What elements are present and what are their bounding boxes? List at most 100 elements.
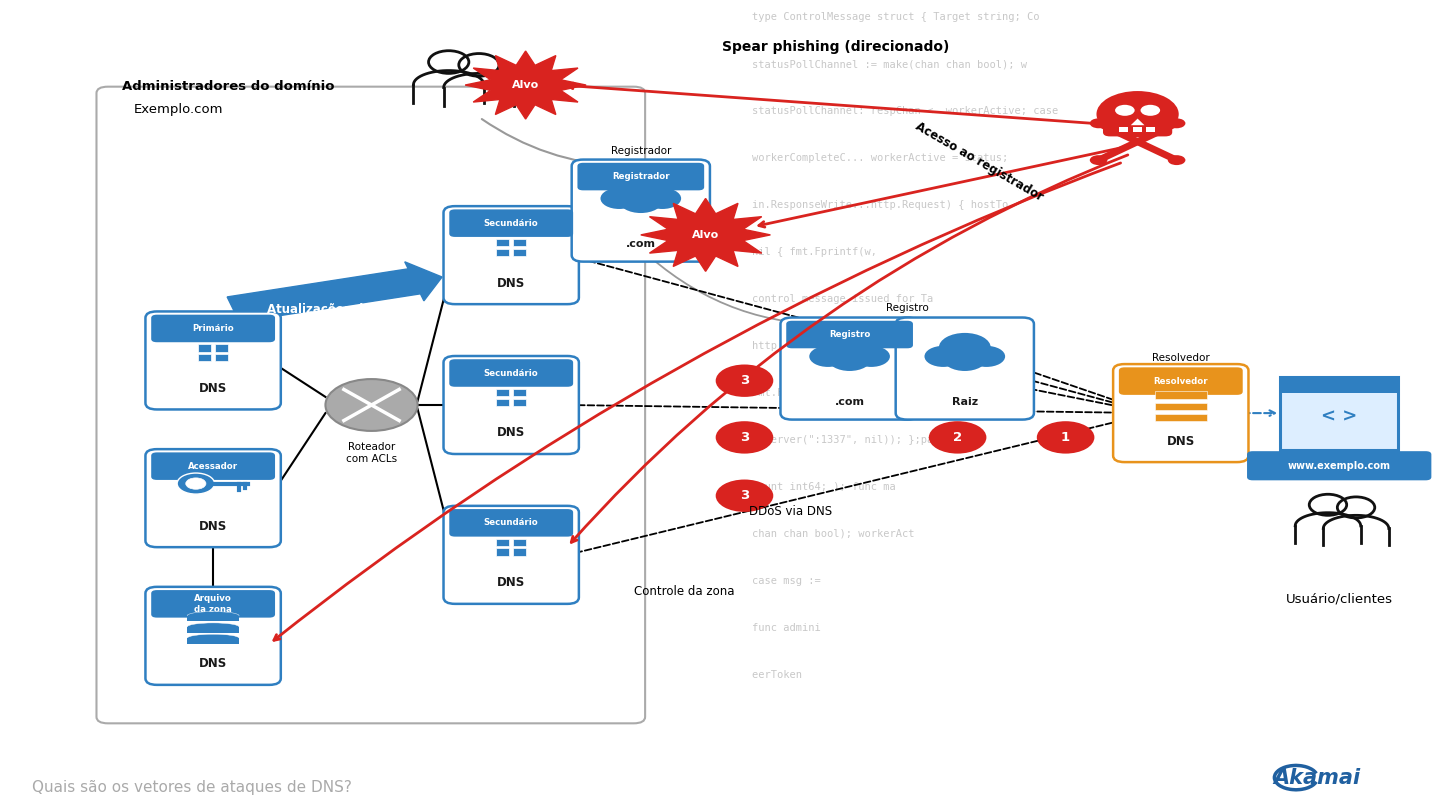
FancyBboxPatch shape	[1103, 116, 1172, 136]
Ellipse shape	[187, 612, 239, 620]
Text: Acessador: Acessador	[189, 462, 238, 471]
FancyBboxPatch shape	[577, 163, 704, 190]
Bar	[495, 389, 510, 396]
Bar	[514, 389, 527, 396]
Text: Roteador
com ACLs: Roteador com ACLs	[346, 442, 397, 464]
Text: control message issued for Ta: control message issued for Ta	[727, 294, 933, 304]
FancyBboxPatch shape	[1247, 451, 1431, 480]
Text: fmt.Fprint(w, "ACTIVE": fmt.Fprint(w, "ACTIVE"	[727, 388, 890, 398]
Bar	[216, 354, 228, 361]
FancyBboxPatch shape	[145, 311, 281, 410]
Bar	[1280, 377, 1398, 393]
Polygon shape	[641, 198, 770, 271]
Text: www.exemplo.com: www.exemplo.com	[1287, 461, 1391, 471]
Bar	[495, 548, 510, 556]
Text: Spear phishing (direcionado): Spear phishing (direcionado)	[721, 40, 949, 54]
Text: eerToken: eerToken	[727, 670, 802, 680]
Bar	[197, 344, 210, 352]
Text: in.ResponseWrite...http.Request) { hostTo: in.ResponseWrite...http.Request) { hostT…	[727, 200, 1008, 210]
Text: Secundário: Secundário	[484, 219, 539, 228]
Bar	[187, 638, 239, 644]
FancyBboxPatch shape	[151, 452, 275, 480]
Text: statusPollChannel := make(chan chan bool); w: statusPollChannel := make(chan chan bool…	[727, 59, 1027, 69]
Bar	[1155, 414, 1207, 421]
FancyBboxPatch shape	[444, 356, 579, 454]
FancyBboxPatch shape	[1119, 368, 1243, 395]
Circle shape	[852, 346, 890, 367]
Bar	[514, 539, 527, 546]
Circle shape	[824, 333, 876, 362]
Text: chan chan bool); workerAct: chan chan bool); workerAct	[727, 529, 914, 539]
Text: Quais são os vetores de ataques de DNS?: Quais são os vetores de ataques de DNS?	[32, 780, 351, 795]
Circle shape	[1168, 156, 1185, 165]
Text: 3: 3	[740, 374, 749, 387]
Circle shape	[968, 346, 1005, 367]
Circle shape	[828, 347, 871, 371]
Bar	[514, 249, 527, 256]
Circle shape	[716, 480, 773, 512]
Circle shape	[644, 188, 681, 209]
FancyBboxPatch shape	[449, 509, 573, 537]
Circle shape	[716, 364, 773, 397]
Text: Registrador: Registrador	[612, 172, 670, 181]
Circle shape	[924, 346, 962, 367]
Text: < >: < >	[1320, 407, 1358, 425]
Bar	[495, 399, 510, 406]
Bar	[187, 627, 239, 633]
Text: statusPollChannel: respChan <- workerActive; case: statusPollChannel: respChan <- workerAct…	[727, 106, 1058, 116]
Circle shape	[1140, 104, 1161, 116]
Text: Acesso ao registrador: Acesso ao registrador	[913, 120, 1045, 204]
Text: func admini: func admini	[727, 623, 821, 633]
FancyBboxPatch shape	[151, 590, 275, 617]
Circle shape	[809, 346, 847, 367]
Bar	[1133, 127, 1142, 132]
Text: Administradores do domínio: Administradores do domínio	[122, 80, 336, 93]
Text: DDoS via DNS: DDoS via DNS	[749, 505, 832, 518]
Text: DNS: DNS	[199, 382, 228, 394]
Circle shape	[716, 421, 773, 454]
Bar	[1155, 403, 1207, 410]
FancyBboxPatch shape	[145, 586, 281, 685]
Text: DNS: DNS	[497, 576, 526, 590]
FancyBboxPatch shape	[444, 206, 579, 304]
Text: 2: 2	[953, 431, 962, 444]
Text: Controle da zona: Controle da zona	[634, 585, 734, 598]
Ellipse shape	[187, 623, 239, 631]
Text: 1: 1	[1061, 431, 1070, 444]
Text: 3: 3	[740, 489, 749, 502]
Text: type ControlMessage struct { Target string; Co: type ControlMessage struct { Target stri…	[727, 12, 1040, 22]
Text: Alvo: Alvo	[693, 230, 719, 240]
Bar	[1146, 127, 1155, 132]
Text: Resolvedor: Resolvedor	[1152, 353, 1210, 363]
Bar	[216, 344, 228, 352]
Circle shape	[939, 333, 991, 362]
FancyBboxPatch shape	[1113, 364, 1248, 462]
Circle shape	[1096, 91, 1179, 138]
Text: Alvo: Alvo	[513, 80, 539, 90]
FancyArrow shape	[228, 262, 442, 322]
Bar	[514, 239, 527, 246]
Text: DNS: DNS	[497, 426, 526, 439]
Text: Raiz: Raiz	[952, 397, 978, 407]
Text: Registro: Registro	[829, 330, 870, 339]
Text: .com: .com	[835, 397, 864, 407]
Circle shape	[1090, 118, 1107, 128]
FancyBboxPatch shape	[1280, 377, 1398, 450]
Text: nil { fmt.Fprintf(w,: nil { fmt.Fprintf(w,	[727, 247, 877, 257]
Polygon shape	[465, 51, 586, 119]
Text: DNS: DNS	[199, 657, 228, 671]
Circle shape	[619, 189, 662, 213]
Text: Usuário/clientes: Usuário/clientes	[1286, 593, 1392, 606]
Text: DNS: DNS	[497, 276, 526, 289]
FancyBboxPatch shape	[449, 360, 573, 387]
Ellipse shape	[187, 634, 239, 642]
Text: Arquivo
da zona: Arquivo da zona	[194, 595, 232, 613]
Text: Primário: Primário	[193, 324, 233, 333]
Circle shape	[1168, 118, 1185, 128]
Bar	[514, 399, 527, 406]
FancyBboxPatch shape	[96, 87, 645, 723]
Circle shape	[1115, 104, 1135, 116]
FancyBboxPatch shape	[145, 449, 281, 548]
Circle shape	[929, 421, 986, 454]
Text: Exemplo.com: Exemplo.com	[134, 103, 223, 116]
